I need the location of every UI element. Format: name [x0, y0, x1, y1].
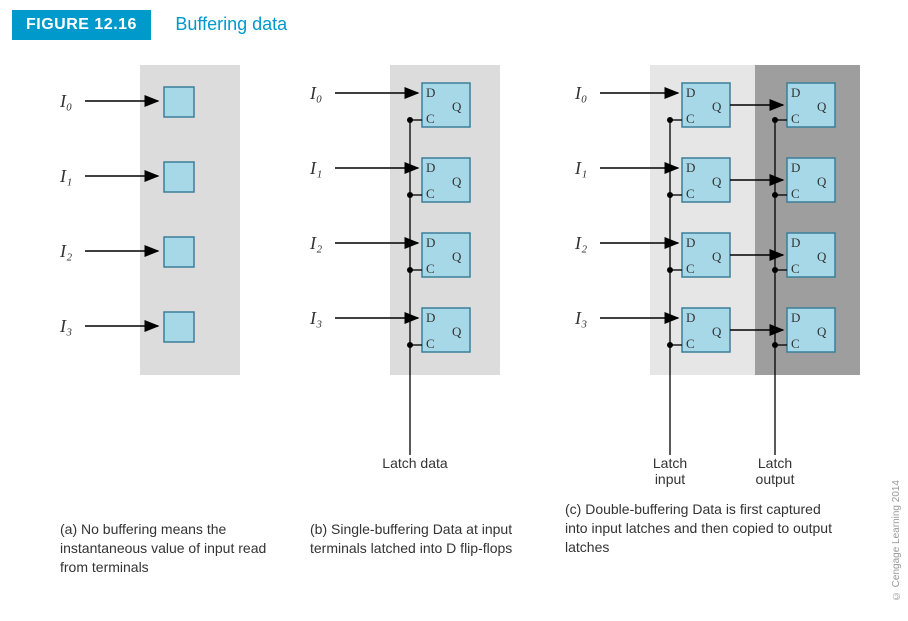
svg-text:Q: Q — [817, 99, 827, 114]
input-label-3: I₃ — [309, 308, 322, 328]
input-label-3: I₃ — [59, 316, 72, 336]
svg-text:D: D — [686, 160, 695, 175]
caption-c: (c) Double-buffering Data is first captu… — [565, 500, 845, 557]
svg-text:C: C — [426, 336, 435, 351]
svg-text:Q: Q — [452, 174, 462, 189]
svg-text:D: D — [686, 310, 695, 325]
input-label-2: I₂ — [59, 241, 72, 261]
svg-text:D: D — [791, 85, 800, 100]
input-label-0: I₀ — [574, 83, 587, 103]
pin-q: Q — [452, 99, 462, 114]
svg-text:C: C — [791, 111, 800, 126]
input-label-1: I₁ — [574, 158, 587, 178]
svg-text:D: D — [791, 160, 800, 175]
diagram-c: I₀ D C Q D C Q I₁ D — [555, 55, 885, 480]
input-label-1: I₁ — [309, 158, 322, 178]
svg-text:C: C — [426, 261, 435, 276]
input-label-0: I₀ — [59, 91, 72, 111]
svg-text:C: C — [791, 186, 800, 201]
svg-text:C: C — [686, 186, 695, 201]
svg-text:D: D — [791, 310, 800, 325]
svg-text:Q: Q — [817, 249, 827, 264]
caption-b: (b) Single-buffering Data at input termi… — [310, 520, 530, 558]
input-label-1: I₁ — [59, 166, 72, 186]
svg-text:C: C — [791, 336, 800, 351]
figure-title: Buffering data — [175, 14, 287, 35]
svg-text:C: C — [686, 111, 695, 126]
latch-data-label: Latch data — [370, 455, 460, 471]
diagrams-row: I₀ I₁ I₂ I₃ — [0, 55, 908, 475]
svg-text:C: C — [686, 261, 695, 276]
svg-text:Q: Q — [712, 174, 722, 189]
input-label-2: I₂ — [574, 233, 587, 253]
svg-text:Q: Q — [452, 249, 462, 264]
svg-text:Q: Q — [712, 249, 722, 264]
svg-text:C: C — [426, 186, 435, 201]
svg-text:D: D — [791, 235, 800, 250]
caption-a: (a) No buffering means the instantaneous… — [60, 520, 280, 577]
input-label-0: I₀ — [309, 83, 322, 103]
svg-text:Q: Q — [817, 324, 827, 339]
svg-text:C: C — [686, 336, 695, 351]
diagram-b: I₀ D C Q I₁ D C Q — [280, 55, 530, 480]
svg-text:D: D — [686, 235, 695, 250]
figure-number-badge: FIGURE 12.16 — [12, 10, 151, 40]
latch-input-label: Latch input — [640, 455, 700, 487]
svg-text:Q: Q — [817, 174, 827, 189]
diagram-c-svg: I₀ D C Q D C Q I₁ D — [555, 55, 885, 475]
pin-d: D — [426, 85, 435, 100]
diagram-a-svg: I₀ I₁ I₂ I₃ — [30, 55, 260, 395]
diagram-a: I₀ I₁ I₂ I₃ — [30, 55, 260, 400]
copyright-text: © Cengage Learning 2014 — [891, 480, 902, 601]
diagram-b-svg: I₀ D C Q I₁ D C Q — [280, 55, 530, 475]
input-label-3: I₃ — [574, 308, 587, 328]
svg-text:C: C — [791, 261, 800, 276]
figure-container: FIGURE 12.16 Buffering data I₀ — [0, 0, 908, 621]
latch-output-label: Latch output — [745, 455, 805, 487]
svg-text:D: D — [426, 160, 435, 175]
svg-text:Q: Q — [712, 99, 722, 114]
svg-text:D: D — [686, 85, 695, 100]
svg-text:D: D — [426, 310, 435, 325]
svg-text:Q: Q — [712, 324, 722, 339]
svg-text:D: D — [426, 235, 435, 250]
figure-header: FIGURE 12.16 Buffering data — [0, 0, 908, 50]
input-label-2: I₂ — [309, 233, 322, 253]
svg-text:Q: Q — [452, 324, 462, 339]
pin-c: C — [426, 111, 435, 126]
